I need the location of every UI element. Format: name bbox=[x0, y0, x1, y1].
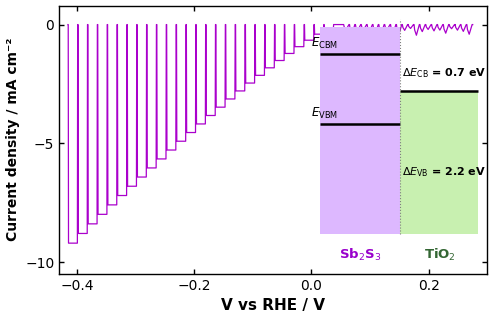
X-axis label: V vs RHE / V: V vs RHE / V bbox=[222, 299, 326, 314]
Y-axis label: Current density / mA cm⁻²: Current density / mA cm⁻² bbox=[6, 38, 20, 241]
